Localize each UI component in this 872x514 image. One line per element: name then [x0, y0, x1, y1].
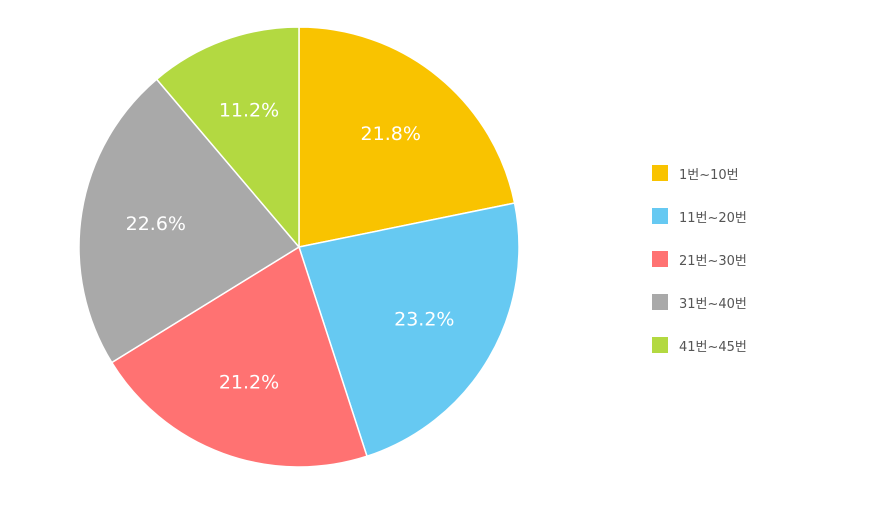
legend-label: 11번~20번	[679, 210, 747, 226]
pie-slice-label-5: 11.2%	[219, 99, 279, 121]
pie-slice-label-1: 21.8%	[361, 123, 421, 145]
legend-swatch	[652, 208, 668, 224]
legend-item-41-45[interactable]: 41번~45번	[652, 334, 852, 356]
legend-item-31-40[interactable]: 31번~40번	[652, 291, 852, 313]
pie-slice-2[interactable]	[298, 202, 520, 458]
legend: 1번~10번 11번~20번 21번~30번 31번~40번 41번~45번	[652, 162, 852, 377]
legend-label: 31번~40번	[679, 296, 747, 312]
pie-slice-5[interactable]	[155, 26, 300, 250]
legend-item-1-10[interactable]: 1번~10번	[652, 162, 852, 184]
legend-label: 1번~10번	[679, 167, 739, 183]
pie-slices	[78, 26, 520, 468]
pie-slice-label-2: 23.2%	[394, 309, 454, 331]
legend-label: 21번~30번	[679, 253, 747, 269]
legend-item-21-30[interactable]: 21번~30번	[652, 248, 852, 270]
pie-slice-label-4: 22.6%	[126, 213, 186, 235]
legend-swatch	[652, 165, 668, 181]
legend-swatch	[652, 251, 668, 267]
pie-slice-4[interactable]	[78, 78, 301, 364]
legend-swatch	[652, 294, 668, 310]
pie-slice-labels: 21.8% 23.2% 21.2% 22.6% 11.2%	[126, 99, 455, 393]
legend-item-11-20[interactable]: 11번~20번	[652, 205, 852, 227]
pie-slice-label-3: 21.2%	[219, 372, 279, 394]
pie-slice-1[interactable]	[298, 26, 516, 248]
pie-slice-3[interactable]	[110, 245, 368, 468]
legend-label: 41번~45번	[679, 339, 747, 355]
legend-swatch	[652, 337, 668, 353]
